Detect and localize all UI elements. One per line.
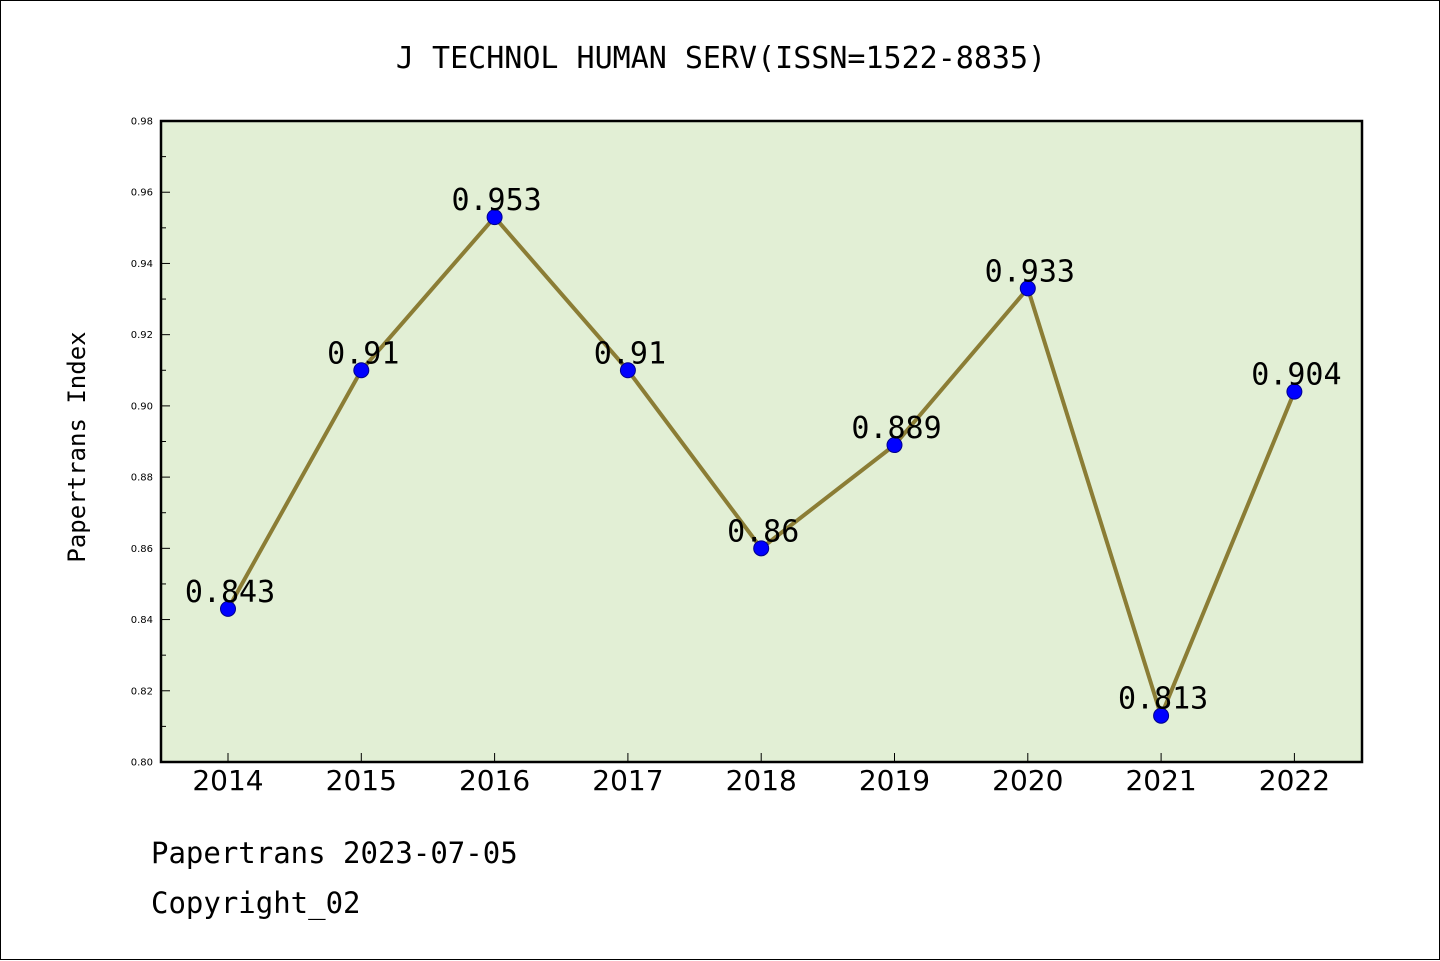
footer-copyright: Copyright_02	[151, 886, 361, 920]
y-tick-label: 0.94	[131, 259, 153, 270]
x-tick-label: 2021	[1125, 764, 1196, 797]
y-tick-label: 0.86	[131, 544, 153, 555]
data-point	[1286, 383, 1303, 400]
data-label: 0.953	[451, 183, 541, 218]
x-tick-label: 2019	[859, 764, 930, 797]
x-tick-label: 2017	[592, 764, 663, 797]
x-tick-label: 2015	[326, 764, 397, 797]
y-tick-label: 0.84	[131, 615, 153, 626]
data-point	[1153, 707, 1170, 724]
x-tick-label: 2022	[1259, 764, 1330, 797]
y-tick-label: 0.98	[131, 117, 153, 128]
data-point	[1019, 280, 1036, 297]
data-label: 0.889	[851, 411, 941, 446]
data-label: 0.91	[327, 336, 399, 371]
x-tick-label: 2016	[459, 764, 530, 797]
data-point	[619, 362, 636, 379]
series: 0.843 0.91 0.953 0.91 0.86 0.889 0.933 0.813 0.9…	[185, 183, 1342, 724]
x-tick-label: 2018	[726, 764, 797, 797]
data-label: 0.91	[594, 336, 666, 371]
y-tick-label: 0.90	[131, 401, 153, 412]
data-label: 0.933	[985, 254, 1075, 289]
data-point	[753, 540, 770, 557]
chart-title: J TECHNOL HUMAN SERV(ISSN=1522-8835)	[396, 41, 1046, 76]
data-point	[220, 600, 236, 617]
data-point	[486, 209, 503, 226]
x-tick-label: 2020	[992, 764, 1063, 797]
y-tick-label: 0.80	[131, 758, 153, 769]
y-tick-label: 0.88	[131, 473, 153, 484]
data-point	[353, 362, 370, 379]
y-tick-label: 0.96	[131, 188, 153, 199]
data-label: 0.86	[727, 514, 799, 549]
x-tick-label: 2014	[192, 764, 263, 797]
plot-area	[159, 119, 1364, 764]
y-tick-label: 0.82	[131, 686, 153, 697]
x-axis: 2014 2015 2016 2017 2018 2019 2020 2021 2022	[192, 753, 1330, 797]
data-label: 0.843	[185, 575, 275, 610]
data-label: 0.813	[1118, 682, 1208, 717]
y-axis-label: Papertrans Index	[63, 331, 91, 562]
footer-date: Papertrans 2023-07-05	[151, 836, 518, 870]
data-label: 0.904	[1251, 358, 1341, 393]
y-tick-label: 0.92	[131, 330, 153, 341]
data-point	[886, 437, 903, 454]
y-axis: 0.80 0.82 0.84 0.86 0.88 0.90 0.92 0.94 0.96 0.98	[131, 117, 170, 769]
